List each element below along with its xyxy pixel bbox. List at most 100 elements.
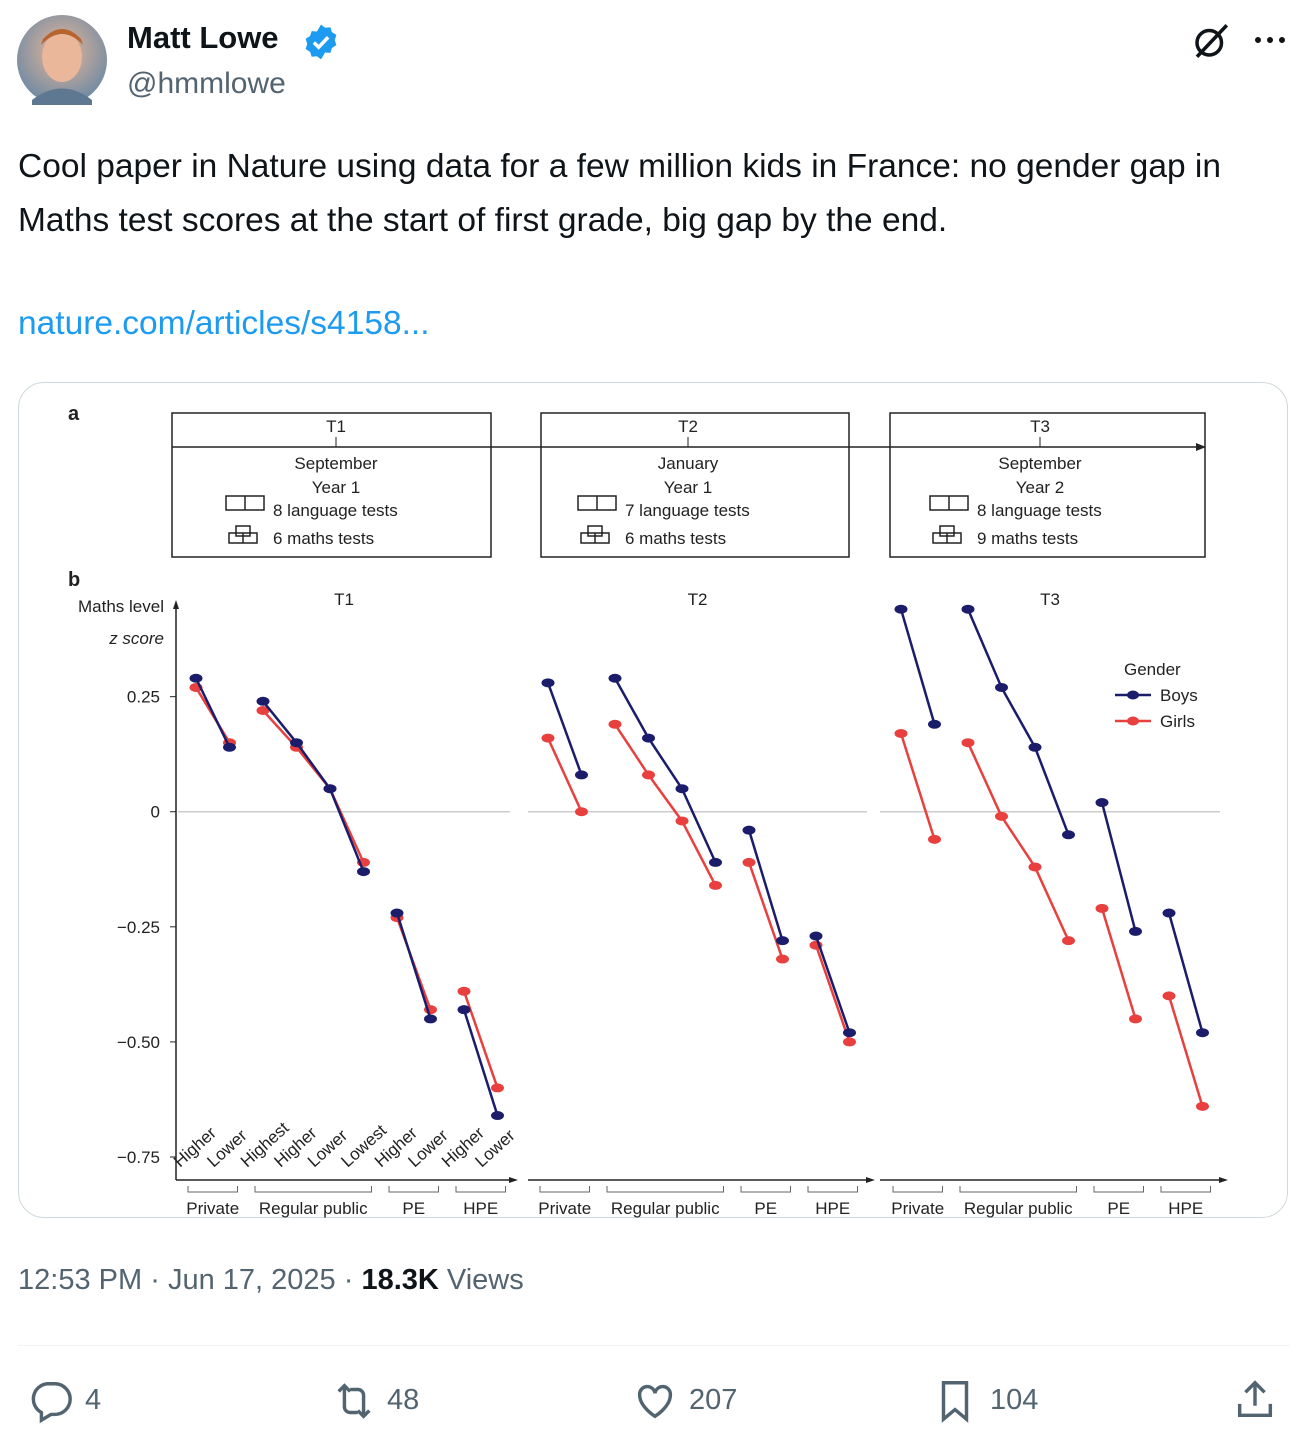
data-point [1095, 798, 1109, 808]
language-tests: 8 language tests [273, 501, 398, 520]
language-tests: 8 language tests [977, 501, 1102, 520]
legend-title: Gender [1124, 660, 1181, 679]
data-point [189, 673, 203, 683]
y-tick-label: −0.25 [117, 918, 160, 937]
avatar[interactable] [17, 15, 107, 105]
like-icon[interactable] [632, 1378, 678, 1424]
data-point [642, 770, 655, 780]
separator: · [150, 1264, 160, 1296]
y-tick-label: 0.25 [127, 688, 160, 707]
bookmark-icon[interactable] [932, 1376, 978, 1424]
panel-title: T2 [688, 590, 708, 609]
retweet-count[interactable]: 48 [387, 1384, 420, 1416]
panel-title: T3 [1040, 590, 1060, 609]
maths-tests: 6 maths tests [273, 529, 374, 548]
time-label: T2 [678, 417, 698, 436]
group-bracket [254, 1186, 372, 1193]
series-line [1167, 995, 1204, 1107]
data-point [961, 604, 975, 614]
series-line [1100, 802, 1137, 932]
like-count[interactable]: 207 [689, 1384, 738, 1416]
data-point [642, 733, 655, 743]
retweet-icon[interactable] [330, 1378, 378, 1424]
y-axis-label: Maths level [78, 597, 164, 616]
group-label: HPE [815, 1199, 850, 1218]
legend-label: Girls [1160, 712, 1195, 731]
series-line [262, 709, 365, 863]
share-icon[interactable] [1232, 1376, 1278, 1424]
data-point [675, 816, 689, 826]
data-point [357, 867, 370, 877]
series-line [814, 935, 851, 1034]
data-point [709, 857, 722, 867]
maths-tests: 6 maths tests [625, 529, 726, 548]
group-label: Private [538, 1199, 591, 1218]
group-bracket [892, 1186, 943, 1193]
data-point [1062, 830, 1075, 840]
tweet-text: Cool paper in Nature using data for a fe… [18, 148, 1221, 239]
reply-icon[interactable] [28, 1378, 74, 1424]
group-bracket [959, 1186, 1077, 1193]
cubes-icon [228, 525, 258, 544]
month: September [294, 454, 377, 473]
bookmark-count[interactable]: 104 [990, 1384, 1039, 1416]
book-icon [577, 495, 617, 511]
language-tests: 7 language tests [625, 501, 750, 520]
group-label: PE [402, 1199, 425, 1218]
data-point [894, 604, 908, 614]
figure: a b T1 September Year 1 8 language tests 6 mat… [68, 403, 1228, 1218]
group-bracket [388, 1186, 439, 1193]
data-point [776, 936, 789, 946]
series-line [546, 737, 583, 813]
arrow-head [1219, 1177, 1228, 1183]
maths-tests: 9 maths tests [977, 529, 1078, 548]
arrow-head [173, 600, 179, 609]
data-point [1129, 1014, 1142, 1024]
book-icon [929, 495, 969, 511]
group-bracket [1093, 1186, 1144, 1193]
media-card[interactable] [18, 382, 1288, 1218]
more-button[interactable] [1250, 28, 1290, 52]
data-point [575, 770, 588, 780]
month: January [658, 454, 719, 473]
group-label: HPE [1168, 1199, 1203, 1218]
data-point [995, 682, 1008, 692]
data-point [491, 1111, 504, 1121]
group-bracket [606, 1186, 724, 1193]
year: Year 1 [664, 478, 713, 497]
data-point [928, 834, 941, 844]
data-point [995, 811, 1008, 821]
legend-marker [1127, 690, 1139, 700]
series-line [613, 677, 717, 863]
data-point [541, 678, 555, 688]
data-point [843, 1028, 856, 1038]
group-label: Regular public [259, 1199, 368, 1218]
separator: · [343, 1264, 354, 1296]
data-point [491, 1083, 504, 1093]
time-label: T1 [326, 417, 346, 436]
data-point [457, 1005, 471, 1015]
time-label: T3 [1030, 417, 1050, 436]
year: Year 2 [1016, 478, 1065, 497]
series-line [613, 723, 717, 886]
data-point [675, 784, 689, 794]
series-line [1100, 908, 1137, 1020]
divider [18, 1345, 1290, 1346]
display-name[interactable]: Matt Lowe [127, 20, 279, 55]
series-line [1167, 912, 1204, 1034]
data-point [1196, 1101, 1209, 1111]
grok-button[interactable] [1190, 20, 1232, 62]
handle[interactable]: @hmmlowe [127, 67, 286, 100]
month: September [998, 454, 1081, 473]
views-count: 18.3K [361, 1264, 439, 1296]
data-point [742, 857, 756, 867]
data-point [776, 954, 789, 964]
series-line [262, 700, 365, 873]
legend-marker [1127, 716, 1139, 726]
reply-count[interactable]: 4 [85, 1384, 102, 1416]
group-label: Regular public [964, 1199, 1073, 1218]
series-line [899, 608, 936, 725]
y-tick-label: −0.50 [117, 1033, 160, 1052]
data-point [894, 728, 908, 738]
link[interactable]: nature.com/articles/s4158... [18, 305, 430, 342]
